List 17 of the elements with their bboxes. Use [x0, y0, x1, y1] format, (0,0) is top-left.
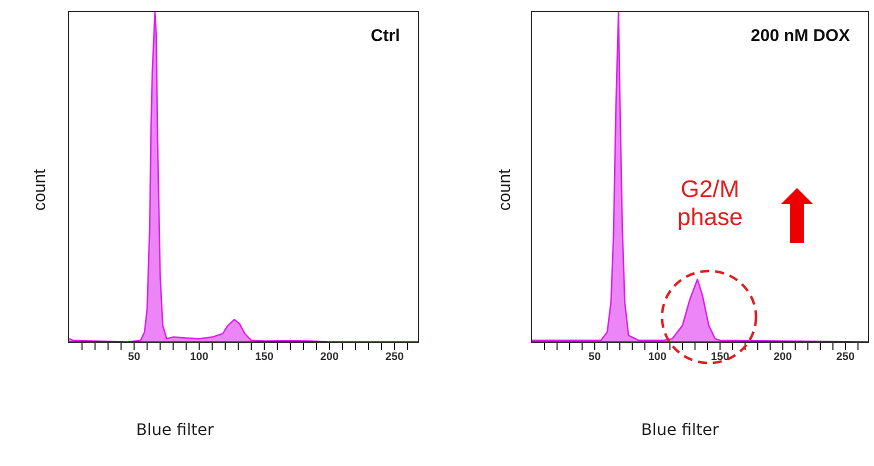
x-tick-label: 200	[774, 350, 792, 363]
x-tick-label: 250	[385, 350, 404, 363]
y-axis-title: count	[495, 168, 515, 213]
x-tick-label: 50	[588, 350, 601, 363]
x-tick-label: 50	[128, 350, 140, 363]
x-axis-title: Blue filter	[135, 420, 215, 439]
x-tick-label: 100	[190, 350, 208, 363]
x-tick-label: 150	[255, 350, 274, 363]
x-tick-label: 200	[320, 350, 339, 363]
x-tick-label: 100	[648, 350, 667, 363]
text: Ctrl	[370, 26, 400, 46]
annotation: G2/M phase	[676, 176, 744, 232]
x-tick-label: 150	[710, 350, 730, 363]
text: 200 nM DOX	[750, 26, 850, 46]
x-tick-label: 250	[836, 350, 855, 363]
x-axis-title: Blue filter	[640, 420, 720, 439]
y-axis-title: count	[30, 168, 50, 213]
